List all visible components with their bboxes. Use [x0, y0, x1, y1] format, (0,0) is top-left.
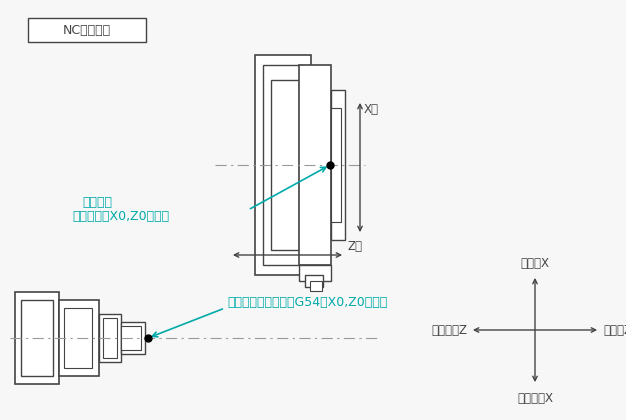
Text: 機械原点: 機械原点 — [82, 196, 112, 209]
Text: プラスX: プラスX — [520, 257, 550, 270]
Bar — [15, 292, 59, 384]
Bar — [28, 18, 146, 42]
Bar — [103, 318, 117, 358]
Text: プラスZ: プラスZ — [603, 323, 626, 336]
Bar — [121, 326, 141, 350]
Bar — [331, 108, 341, 222]
Bar — [255, 55, 311, 275]
Bar — [299, 265, 331, 281]
Text: NC旋盤の例: NC旋盤の例 — [63, 24, 111, 37]
Bar — [299, 65, 331, 265]
Bar — [121, 322, 145, 354]
Text: マイナスZ: マイナスZ — [431, 323, 467, 336]
Bar — [59, 300, 99, 376]
Text: Z軸: Z軸 — [348, 240, 363, 253]
Bar — [271, 80, 299, 250]
Bar — [99, 314, 121, 362]
Text: （機械座標X0,Z0位置）: （機械座標X0,Z0位置） — [72, 210, 169, 223]
Bar — [64, 308, 92, 368]
Text: マイナスX: マイナスX — [517, 392, 553, 405]
Bar — [305, 275, 323, 287]
Bar — [21, 300, 53, 376]
Bar — [263, 65, 303, 265]
Text: ワーク座標系原点（G54　X0,Z0位置）: ワーク座標系原点（G54 X0,Z0位置） — [227, 296, 387, 309]
Bar — [331, 90, 345, 240]
Bar — [310, 281, 322, 291]
Text: X軸: X軸 — [364, 103, 379, 116]
